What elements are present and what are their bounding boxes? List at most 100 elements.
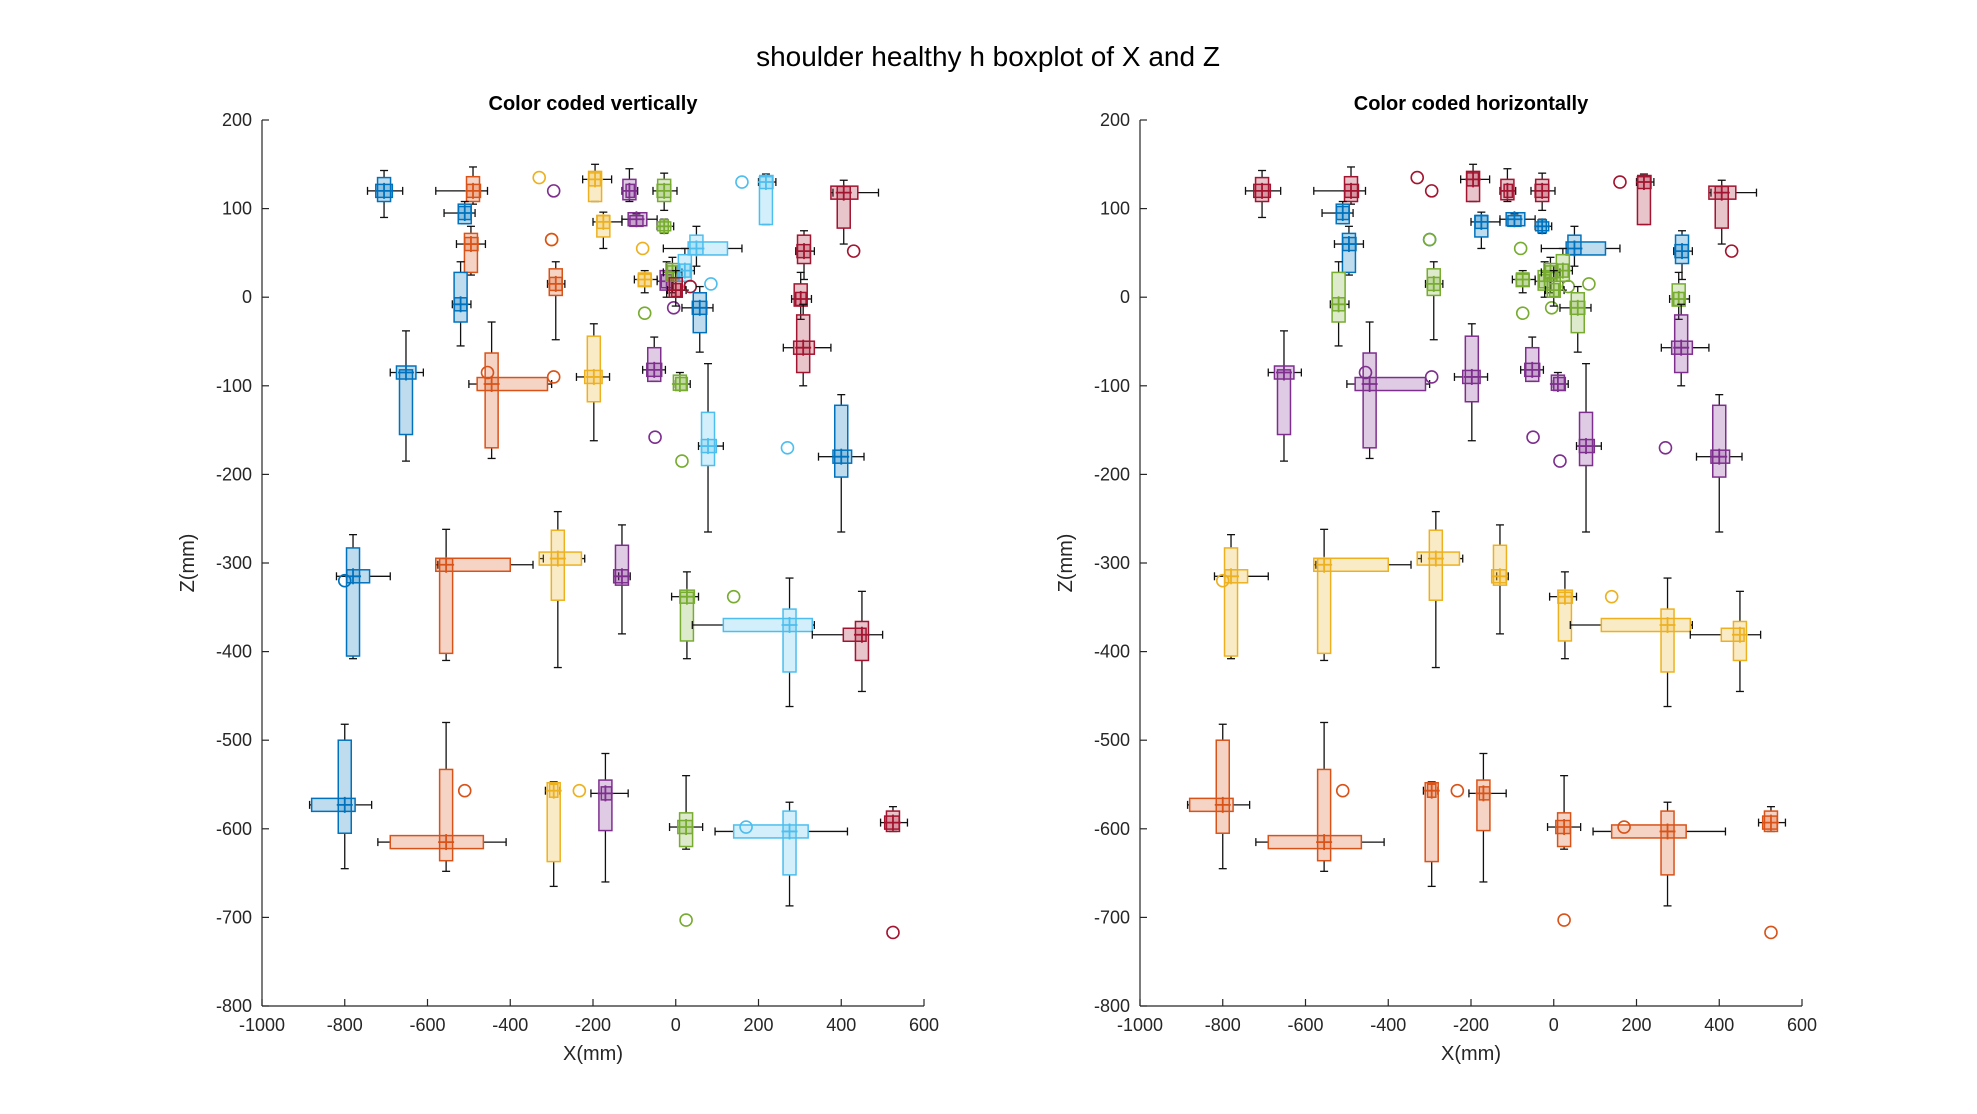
box-marker xyxy=(575,323,611,442)
box-marker xyxy=(1757,806,1787,940)
box-marker xyxy=(1333,225,1365,276)
outlier-point xyxy=(1553,454,1567,468)
y-tick-label: -500 xyxy=(1094,730,1130,750)
box-marker xyxy=(1559,285,1592,353)
x-box xyxy=(1354,376,1427,392)
outlier-point xyxy=(1764,925,1778,940)
box-marker xyxy=(621,211,658,228)
box-marker xyxy=(671,371,691,468)
outlier-point xyxy=(780,441,795,455)
outlier-point xyxy=(1410,170,1425,185)
box-marker xyxy=(681,285,714,353)
x-tick-label: -400 xyxy=(1370,1015,1406,1035)
x-box xyxy=(435,557,511,573)
box-marker xyxy=(1424,168,1517,203)
y-tick-label: 0 xyxy=(1120,287,1130,307)
x-tick-label: 200 xyxy=(1621,1015,1651,1035)
outlier-point xyxy=(1604,589,1619,604)
x-box xyxy=(722,617,814,633)
outlier-point xyxy=(1515,306,1530,320)
outlier-point xyxy=(532,170,547,185)
box-marker xyxy=(443,200,476,225)
box-marker xyxy=(1546,774,1582,927)
x-box xyxy=(476,376,549,392)
subplot-right: Color coded horizontally -1000 -800 -600 -4… xyxy=(1055,93,1817,1065)
z-box xyxy=(782,810,797,876)
box-marker xyxy=(1540,225,1621,267)
outlier-point xyxy=(675,454,689,468)
outlier-point xyxy=(1724,244,1739,258)
subplot-right-axes: -1000 -800 -600 -400 -200 0 200 400 600-800-700-… xyxy=(1094,110,1817,1035)
box-marker xyxy=(1490,524,1509,635)
box-marker xyxy=(389,330,425,462)
outlier-point xyxy=(1422,232,1437,247)
box-marker xyxy=(633,241,658,294)
outlier-point xyxy=(546,370,561,384)
box-marker xyxy=(451,261,472,347)
box-marker xyxy=(335,533,391,660)
y-tick-label: -800 xyxy=(216,996,252,1016)
subplot-left: Color coded vertically -1000 -800 -600 -400… xyxy=(177,93,939,1065)
box-marker xyxy=(544,232,566,341)
box-marker xyxy=(590,752,629,883)
x-tick-label: 0 xyxy=(1549,1015,1559,1035)
box-marker xyxy=(1530,172,1556,212)
box-marker xyxy=(1660,303,1710,387)
z-box xyxy=(438,557,454,655)
box-marker xyxy=(544,781,587,888)
z-box xyxy=(1492,544,1508,586)
outlier-point xyxy=(480,365,495,380)
box-marker xyxy=(1511,241,1536,294)
subplot-left-title: Color coded vertically xyxy=(489,93,699,115)
outlier-point xyxy=(1335,783,1350,798)
box-marker xyxy=(1695,394,1743,533)
box-marker xyxy=(366,169,404,219)
y-tick-label: -400 xyxy=(216,642,252,662)
x-tick-label: -800 xyxy=(327,1015,363,1035)
x-tick-label: -200 xyxy=(575,1015,611,1035)
box-marker xyxy=(795,230,816,281)
outlier-point xyxy=(637,306,652,320)
y-tick-label: -200 xyxy=(216,464,252,484)
subplot-right-ylabel: Z(mm) xyxy=(1055,534,1077,593)
box-marker xyxy=(1213,533,1269,660)
box-marker xyxy=(691,577,816,708)
box-marker xyxy=(1267,330,1303,462)
box-marker xyxy=(612,524,631,635)
box-marker xyxy=(468,321,561,460)
outlier-point xyxy=(635,241,650,256)
x-tick-label: -800 xyxy=(1205,1015,1241,1035)
box-marker xyxy=(532,163,613,203)
z-box xyxy=(484,352,499,449)
z-box xyxy=(345,547,361,657)
z-box xyxy=(614,544,630,586)
x-box xyxy=(389,834,485,850)
box-marker xyxy=(1416,510,1464,669)
box-marker xyxy=(1321,200,1354,225)
z-box xyxy=(1362,352,1377,449)
box-marker xyxy=(1519,336,1545,444)
box-marker xyxy=(455,225,487,276)
z-box xyxy=(1316,768,1332,862)
y-tick-label: 100 xyxy=(1100,199,1130,219)
x-tick-label: -1000 xyxy=(239,1015,285,1035)
outlier-point xyxy=(704,277,718,291)
box-marker xyxy=(735,173,777,226)
outlier-point xyxy=(735,175,749,189)
box-marker xyxy=(1313,528,1412,662)
z-box xyxy=(1712,404,1727,478)
y-tick-label: -100 xyxy=(216,376,252,396)
subplot-right-title: Color coded horizontally xyxy=(1354,93,1589,115)
x-tick-label: 200 xyxy=(743,1015,773,1035)
box-marker xyxy=(830,179,880,258)
outlier-point xyxy=(546,184,561,198)
outlier-point xyxy=(572,783,587,798)
outlier-point xyxy=(679,913,693,927)
box-marker xyxy=(811,590,884,693)
x-tick-label: -1000 xyxy=(1117,1015,1163,1035)
x-tick-label: -200 xyxy=(1453,1015,1489,1035)
x-tick-label: 400 xyxy=(826,1015,856,1035)
x-tick-label: 0 xyxy=(671,1015,681,1035)
outlier-point xyxy=(648,430,662,444)
x-tick-label: 600 xyxy=(909,1015,939,1035)
